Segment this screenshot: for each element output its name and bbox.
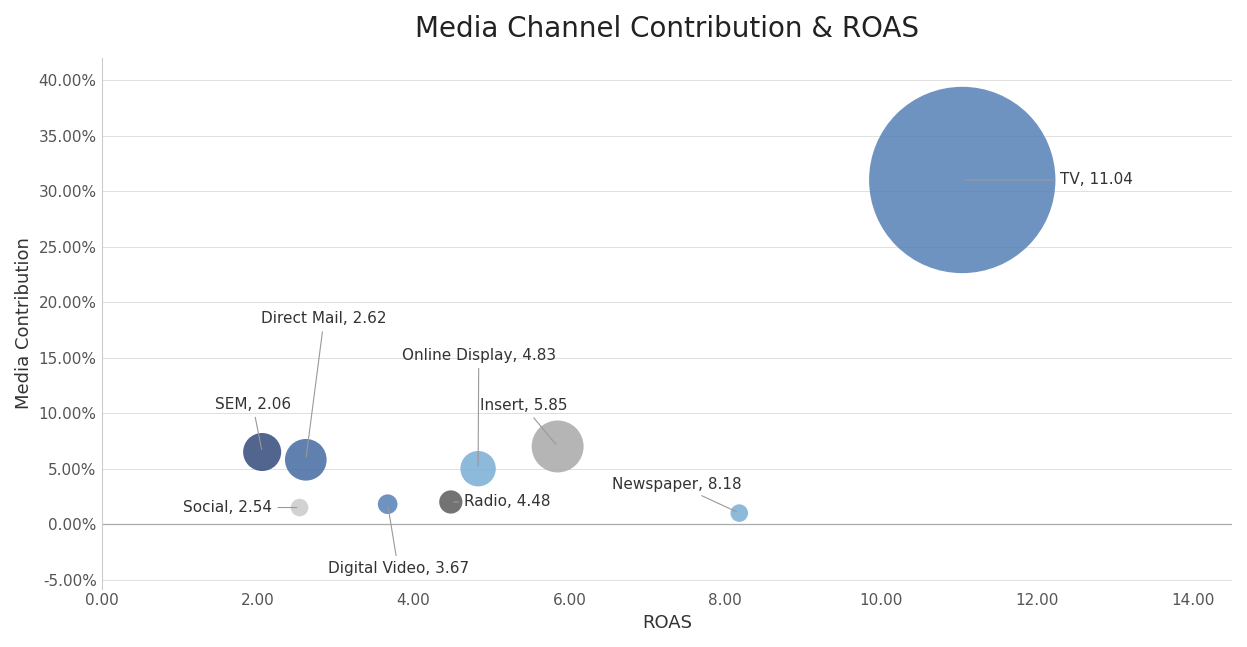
Text: Digital Video, 3.67: Digital Video, 3.67 (328, 507, 469, 576)
Text: TV, 11.04: TV, 11.04 (965, 173, 1134, 188)
Point (289, 502, 309, 512)
Point (252, 447, 272, 457)
Point (729, 508, 749, 518)
Y-axis label: Media Contribution: Media Contribution (15, 237, 32, 409)
Text: Radio, 4.48: Radio, 4.48 (454, 494, 551, 509)
X-axis label: ROAS: ROAS (642, 614, 692, 632)
Text: Social, 2.54: Social, 2.54 (183, 500, 297, 515)
Text: Insert, 5.85: Insert, 5.85 (480, 398, 567, 444)
Text: Newspaper, 8.18: Newspaper, 8.18 (612, 477, 742, 512)
Point (441, 497, 461, 507)
Text: Online Display, 4.83: Online Display, 4.83 (402, 348, 556, 466)
Point (296, 455, 315, 465)
Point (468, 463, 488, 474)
Point (378, 499, 398, 509)
Text: Direct Mail, 2.62: Direct Mail, 2.62 (262, 311, 387, 457)
Point (953, 175, 973, 185)
Title: Media Channel Contribution & ROAS: Media Channel Contribution & ROAS (415, 15, 919, 43)
Text: SEM, 2.06: SEM, 2.06 (214, 397, 291, 449)
Point (547, 441, 567, 452)
